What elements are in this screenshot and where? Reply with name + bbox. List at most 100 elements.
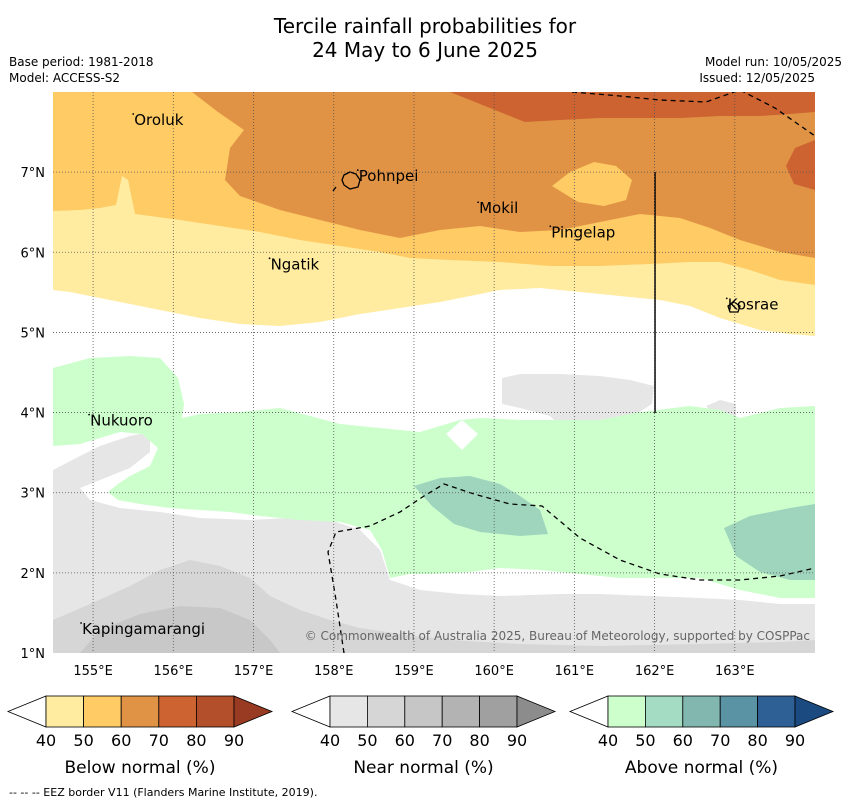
- region-near-60: [80, 606, 280, 653]
- place-labels: Oroluk Pohnpei Mokil Pingelap Ngatik Kosrae Nu…: [80, 111, 778, 638]
- colorbar-tick: 70: [149, 731, 169, 750]
- colorbar-swatch: [404, 695, 443, 728]
- lon-tick-label: 156°E: [154, 664, 194, 679]
- colorbar-label: Near normal (%): [353, 758, 493, 778]
- graticule: [53, 92, 815, 653]
- colorbar-swatch: [719, 695, 759, 728]
- place-label-mokil: Mokil: [479, 199, 518, 217]
- colorbar-tick: 50: [73, 731, 93, 750]
- colorbar-left-arrow: [568, 695, 609, 728]
- pohnpei-reef-mark: [332, 186, 337, 192]
- region-near-40-north: [502, 374, 654, 460]
- colorbar-swatch: [329, 695, 368, 728]
- model-name: Model: ACCESS-S2: [9, 71, 121, 85]
- place-marker: [268, 257, 271, 260]
- place-label-kosrae: Kosrae: [728, 295, 779, 313]
- issued-date: Issued: 12/05/2025: [699, 71, 815, 85]
- colorbars: 40 50 60 70 80 90 Below normal (%) 40 50 60 70 80 90…: [6, 695, 835, 778]
- colorbar-swatch: [645, 695, 684, 728]
- place-label-pingelap: Pingelap: [551, 223, 615, 241]
- lat-tick-label: 4°N: [21, 407, 46, 422]
- colorbar-tick: 60: [111, 731, 131, 750]
- lon-tick-label: 158°E: [314, 664, 354, 679]
- lat-tick-label: 6°N: [21, 246, 46, 261]
- colorbar-1: 40 50 60 70 80 90 Near normal (%): [290, 695, 557, 778]
- lat-tick-label: 5°N: [21, 326, 46, 341]
- place-marker: [725, 297, 728, 300]
- colorbar-swatch: [158, 695, 197, 728]
- region-above-50: [414, 476, 548, 536]
- colorbar-tick: 90: [785, 731, 805, 750]
- colorbar-swatch: [479, 695, 518, 728]
- colorbar-swatch: [195, 695, 235, 728]
- place-label-pohnpei: Pohnpei: [359, 167, 419, 185]
- place-marker: [80, 622, 82, 624]
- pohnpei-island-outline: [341, 171, 361, 190]
- colorbar-right-arrow: [794, 695, 835, 728]
- colorbar-swatch: [441, 695, 481, 728]
- lon-tick-label: 160°E: [474, 664, 514, 679]
- copyright-text: © Commonwealth of Australia 2025, Bureau…: [305, 629, 810, 643]
- lon-tick-label: 157°E: [234, 664, 274, 679]
- lon-tick-label: 159°E: [394, 664, 434, 679]
- colorbar-tick: 40: [36, 731, 56, 750]
- place-label-oroluk: Oroluk: [134, 111, 183, 129]
- colorbar-swatch: [120, 695, 160, 728]
- lat-tick-label: 2°N: [21, 567, 46, 582]
- region-below-80-east: [786, 140, 815, 190]
- colorbar-0: 40 50 60 70 80 90 Below normal (%): [6, 695, 274, 778]
- region-below-50-patch: [552, 162, 632, 206]
- title-line-2: 24 May to 6 June 2025: [312, 38, 538, 62]
- colorbar-tick: 70: [710, 731, 730, 750]
- colorbar-swatch: [607, 695, 646, 728]
- colorbar-right-arrow: [516, 695, 557, 728]
- colorbar-left-arrow: [290, 695, 331, 728]
- place-marker: [356, 169, 359, 172]
- model-run: Model run: 10/05/2025: [704, 55, 842, 69]
- place-label-nukuoro: Nukuoro: [90, 412, 153, 430]
- colorbar-tick: 80: [469, 731, 489, 750]
- lon-tick-label: 162°E: [635, 664, 675, 679]
- axis-labels: 155°E 156°E 157°E 158°E 159°E 160°E 161°E 162°E…: [21, 166, 755, 679]
- region-above-40: [53, 356, 815, 598]
- colorbar-label: Below normal (%): [65, 758, 216, 778]
- colorbar-tick: 40: [320, 731, 340, 750]
- colorbar-swatch: [83, 695, 122, 728]
- colorbar-tick: 60: [395, 731, 415, 750]
- place-marker: [88, 413, 90, 416]
- base-period: Base period: 1981-2018: [9, 55, 154, 69]
- lon-tick-label: 163°E: [715, 664, 755, 679]
- lon-tick-label: 161°E: [555, 664, 595, 679]
- lon-tick-label: 155°E: [73, 664, 113, 679]
- lat-tick-label: 1°N: [21, 647, 46, 662]
- place-label-ngatik: Ngatik: [271, 255, 320, 273]
- colorbar-left-arrow: [6, 695, 47, 728]
- colorbar-tick: 90: [224, 731, 244, 750]
- colorbar-tick: 40: [598, 731, 618, 750]
- place-label-kapingamarangi: Kapingamarangi: [82, 620, 205, 638]
- place-marker: [132, 113, 135, 115]
- colorbar-2: 40 50 60 70 80 90 Above normal (%): [568, 695, 835, 778]
- eez-border-south: [327, 483, 815, 653]
- lat-tick-label: 7°N: [21, 166, 46, 181]
- kosrae-island-outline: [727, 301, 741, 313]
- region-above-40-gap: [446, 420, 478, 450]
- map-area: Oroluk Pohnpei Mokil Pingelap Ngatik Kosrae Nu…: [53, 92, 815, 653]
- colorbar-right-arrow: [233, 695, 274, 728]
- place-marker: [477, 201, 480, 204]
- colorbar-tick: 70: [432, 731, 452, 750]
- colorbar-tick: 50: [357, 731, 377, 750]
- region-above-50-east: [724, 504, 815, 580]
- colorbar-tick: 90: [507, 731, 527, 750]
- colorbar-label: Above normal (%): [625, 758, 778, 778]
- lat-tick-label: 3°N: [21, 487, 46, 502]
- colorbar-swatch: [45, 695, 84, 728]
- colorbar-tick: 60: [673, 731, 693, 750]
- title-line-1: Tercile rainfall probabilities for: [273, 14, 577, 38]
- eez-border-north: [571, 92, 815, 137]
- colorbar-swatch: [757, 695, 796, 728]
- region-below-80: [450, 92, 815, 122]
- colorbar-swatch: [682, 695, 721, 728]
- colorbar-tick: 50: [635, 731, 655, 750]
